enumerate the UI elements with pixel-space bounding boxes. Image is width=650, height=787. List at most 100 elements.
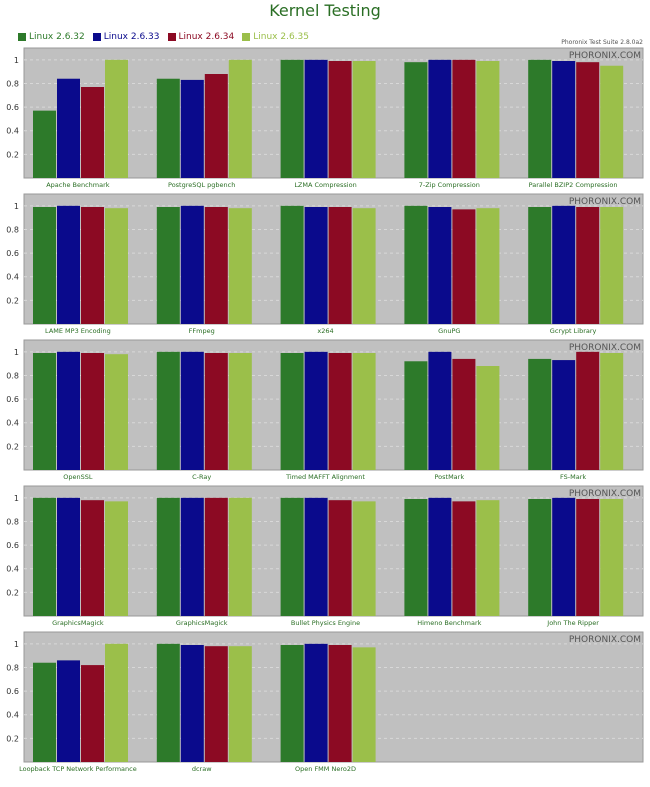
bar [428,59,452,179]
bar [280,645,304,762]
test-label: Himeno Benchmark [417,619,481,627]
bar [105,643,128,762]
bar [105,354,128,470]
bar [57,78,80,178]
bar [280,205,304,324]
legend-swatch [92,33,101,41]
y-tick-label: 0.2 [6,296,19,305]
test-label: LZMA Compression [294,181,356,189]
bar [428,497,452,616]
bar [452,59,476,179]
test-label: Parallel BZIP2 Compression [529,181,618,189]
bar [452,358,476,470]
legend-label: Linux 2.6.33 [103,32,160,42]
y-tick-label: 0.8 [6,225,19,234]
bar [352,647,376,762]
test-label: FS-Mark [560,473,586,481]
test-label: FFmpeg [189,327,215,335]
bar [428,351,452,470]
bar [404,499,428,616]
bar [180,351,204,470]
y-tick-label: 0.6 [6,103,19,112]
chart-title: Kernel Testing [269,1,381,20]
bar [57,205,80,324]
y-tick-label: 1 [14,494,19,503]
bar [228,208,252,324]
y-tick-label: 0.4 [6,127,19,136]
test-label: Apache Benchmark [46,181,110,189]
bar [304,59,328,179]
test-label: x264 [317,327,333,335]
bar [105,501,128,616]
watermark: PHORONIX.COM [569,343,641,353]
watermark: PHORONIX.COM [569,197,641,207]
y-tick-label: 1 [14,202,19,211]
bar [33,353,56,470]
bar [81,207,104,324]
bar [304,207,328,324]
bar [452,501,476,616]
bar [304,643,328,762]
legend-label: Linux 2.6.34 [178,32,235,42]
y-tick-label: 0.4 [6,419,19,428]
y-tick-label: 0.4 [6,711,19,720]
bar [404,205,428,324]
bar [328,500,352,616]
y-tick-label: 0.6 [6,249,19,258]
bar [576,351,600,470]
bar [600,65,624,178]
bar [204,74,228,178]
bar [204,646,228,762]
y-tick-label: 0.8 [6,663,19,672]
bar [280,353,304,470]
y-tick-label: 0.6 [6,687,19,696]
y-tick-label: 1 [14,348,19,357]
bar [228,59,252,179]
bar [404,361,428,470]
bar [476,366,500,470]
y-tick-label: 0.6 [6,395,19,404]
y-tick-label: 0.8 [6,371,19,380]
y-tick-label: 0.4 [6,565,19,574]
bar [576,207,600,324]
bar [600,499,624,616]
bar [228,353,252,470]
bar [228,497,252,616]
watermark: PHORONIX.COM [569,489,641,499]
bar [156,351,180,470]
test-label: dcraw [192,765,212,773]
test-label: OpenSSL [63,473,93,481]
y-tick-label: 0.2 [6,150,19,159]
bar [328,207,352,324]
bar [528,358,552,470]
test-label: PostMark [434,473,464,481]
bar [328,61,352,178]
test-label: C-Ray [192,473,211,481]
bar [180,205,204,324]
bar [576,499,600,616]
bar [105,59,128,179]
test-label: Open FMM Nero2D [295,765,356,773]
bar [156,643,180,762]
test-label: John The Ripper [546,619,599,627]
legend-swatch [18,33,26,41]
y-tick-label: 1 [14,640,19,649]
bar [81,353,104,470]
y-tick-label: 0.8 [6,79,19,88]
y-tick-label: 1 [14,56,19,65]
test-label: GraphicsMagick [176,619,228,627]
bar [352,208,376,324]
test-label: Bullet Physics Engine [291,619,360,627]
bar [476,208,500,324]
bar [528,59,552,179]
bar [552,360,576,470]
test-label: GraphicsMagick [52,619,104,627]
bar [156,78,180,178]
bar [156,207,180,324]
y-tick-label: 0.2 [6,442,19,451]
watermark: PHORONIX.COM [569,635,641,645]
y-tick-label: 0.4 [6,273,19,282]
bar [528,207,552,324]
legend-swatch [242,33,251,41]
bar [180,645,204,762]
